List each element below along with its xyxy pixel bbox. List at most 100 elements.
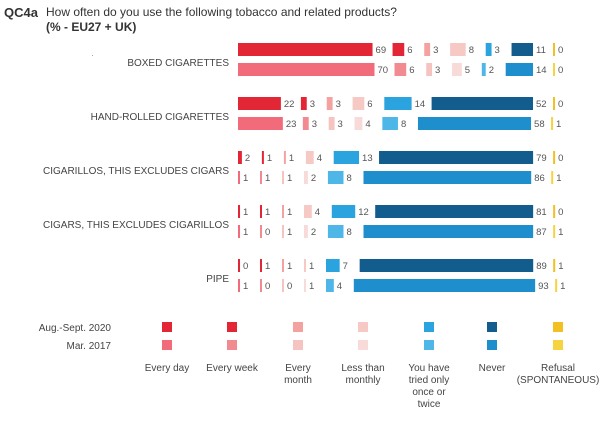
value-label: 8 xyxy=(469,45,474,56)
value-label: 3 xyxy=(495,45,500,56)
legend-label-less-than-monthly: Less than monthly xyxy=(341,363,384,386)
value-label: 0 xyxy=(558,99,563,110)
bar-aug-sept-2020-hand-rolled-cigarettes-every-week xyxy=(300,97,307,110)
bar-mar-2017-cigars-this-excludes-cigarillos-never xyxy=(363,225,534,238)
value-label: 4 xyxy=(317,153,322,164)
bar-mar-2017-boxed-cigarettes-never xyxy=(505,63,533,76)
bar-aug-sept-2020-boxed-cigarettes-every-week xyxy=(392,43,405,56)
bar-aug-sept-2020-boxed-cigarettes-every-day xyxy=(238,43,373,56)
value-label: 1 xyxy=(309,261,314,272)
value-label: 2 xyxy=(489,65,494,76)
legend-swatch-aug-sept-2020-every-week xyxy=(227,322,237,332)
value-label: 2 xyxy=(311,173,316,184)
bar-mar-2017-boxed-cigarettes-every-day xyxy=(238,63,375,76)
value-label: 22 xyxy=(284,99,295,110)
legend-swatch-aug-sept-2020-you-have-tried-only-once-or-twice xyxy=(424,322,434,332)
bar-aug-sept-2020-boxed-cigarettes-less-than-monthly xyxy=(450,43,466,56)
value-label: 1 xyxy=(243,173,248,184)
legend-swatch-aug-sept-2020-less-than-monthly xyxy=(358,322,368,332)
value-label: 2 xyxy=(245,153,250,164)
bar-mar-2017-pipe-never xyxy=(353,279,536,292)
value-label: 3 xyxy=(312,119,317,130)
bar-mar-2017-cigarillos-this-excludes-cigars-every-week xyxy=(260,171,262,184)
value-label: 0 xyxy=(558,153,563,164)
value-label: 52 xyxy=(536,99,547,110)
bar-aug-sept-2020-cigarillos-this-excludes-cigars-less-than-monthly xyxy=(305,151,314,164)
bar-mar-2017-cigarillos-this-excludes-cigars-never xyxy=(363,171,532,184)
value-label: 1 xyxy=(287,227,292,238)
value-label: 0 xyxy=(287,281,292,292)
bar-aug-sept-2020-hand-rolled-cigarettes-you-have-tried-only-once-or-twice xyxy=(384,97,412,110)
value-label: 1 xyxy=(556,119,561,130)
bar-mar-2017-hand-rolled-cigarettes-every-week xyxy=(302,117,309,130)
value-label: 1 xyxy=(243,207,248,218)
value-label: 8 xyxy=(347,173,352,184)
bar-aug-sept-2020-boxed-cigarettes-refusal-spontaneous xyxy=(553,43,555,56)
legend-label-refusal-spontaneous: Refusal (SPONTANEOUS) xyxy=(517,363,600,386)
bar-aug-sept-2020-pipe-less-than-monthly xyxy=(304,259,306,272)
bar-mar-2017-hand-rolled-cigarettes-every-month xyxy=(328,117,335,130)
bar-aug-sept-2020-cigarillos-this-excludes-cigars-every-week xyxy=(261,151,264,164)
bar-aug-sept-2020-pipe-every-month xyxy=(282,259,284,272)
bar-mar-2017-cigars-this-excludes-cigarillos-less-than-monthly xyxy=(304,225,308,238)
value-label: 3 xyxy=(336,99,341,110)
legend-swatch-mar-2017-every-month xyxy=(293,340,303,350)
bar-aug-sept-2020-cigarillos-this-excludes-cigars-every-day xyxy=(238,151,242,164)
bar-mar-2017-boxed-cigarettes-refusal-spontaneous xyxy=(553,63,555,76)
bar-mar-2017-hand-rolled-cigarettes-never xyxy=(417,117,532,130)
bar-aug-sept-2020-boxed-cigarettes-never xyxy=(511,43,533,56)
bar-mar-2017-pipe-every-month xyxy=(282,279,284,292)
legend-swatch-mar-2017-every-week xyxy=(227,340,237,350)
value-label: 3 xyxy=(433,45,438,56)
legend-label-never: Never xyxy=(479,363,506,374)
value-label: 81 xyxy=(536,207,547,218)
bar-mar-2017-boxed-cigarettes-every-week xyxy=(394,63,407,76)
bar-aug-sept-2020-pipe-refusal-spontaneous xyxy=(553,259,556,272)
bar-aug-sept-2020-cigarillos-this-excludes-cigars-you-have-tried-only-once-or-twice xyxy=(333,151,360,164)
bar-mar-2017-hand-rolled-cigarettes-every-day xyxy=(238,117,283,130)
legend-series-mar-2017: Mar. 2017 xyxy=(67,341,112,352)
value-label: 0 xyxy=(265,281,270,292)
bar-mar-2017-pipe-every-week xyxy=(260,279,262,292)
value-label: 70 xyxy=(378,65,389,76)
value-label: 4 xyxy=(365,119,370,130)
value-label: 6 xyxy=(367,99,372,110)
value-label: 3 xyxy=(435,65,440,76)
legend-label-every-week: Every week xyxy=(206,363,259,374)
bar-mar-2017-hand-rolled-cigarettes-refusal-spontaneous xyxy=(551,117,554,130)
category-label-hand-rolled-cigarettes: HAND-ROLLED CIGARETTES xyxy=(91,112,230,123)
value-label: 69 xyxy=(376,45,387,56)
bar-mar-2017-cigarillos-this-excludes-cigars-less-than-monthly xyxy=(304,171,308,184)
legend-label-every-day: Every day xyxy=(145,363,189,374)
value-label: 14 xyxy=(415,99,426,110)
bar-aug-sept-2020-pipe-every-day xyxy=(238,259,240,272)
bar-aug-sept-2020-hand-rolled-cigarettes-every-day xyxy=(238,97,281,110)
value-label: 0 xyxy=(265,227,270,238)
bar-mar-2017-cigars-this-excludes-cigarillos-every-week xyxy=(260,225,262,238)
value-label: 6 xyxy=(407,45,412,56)
bar-aug-sept-2020-boxed-cigarettes-every-month xyxy=(424,43,431,56)
bar-mar-2017-pipe-less-than-monthly xyxy=(304,279,306,292)
value-label: 14 xyxy=(536,65,547,76)
bar-mar-2017-cigars-this-excludes-cigarillos-every-month xyxy=(282,225,284,238)
value-label: 3 xyxy=(310,99,315,110)
bar-mar-2017-cigars-this-excludes-cigarillos-refusal-spontaneous xyxy=(553,225,556,238)
value-label: 0 xyxy=(558,65,563,76)
bar-aug-sept-2020-cigars-this-excludes-cigarillos-never xyxy=(375,205,534,218)
value-label: 1 xyxy=(558,261,563,272)
bar-aug-sept-2020-hand-rolled-cigarettes-less-than-monthly xyxy=(352,97,365,110)
bar-aug-sept-2020-boxed-cigarettes-you-have-tried-only-once-or-twice xyxy=(485,43,492,56)
bar-mar-2017-pipe-you-have-tried-only-once-or-twice xyxy=(326,279,334,292)
value-label: 1 xyxy=(289,153,294,164)
legend-swatch-aug-sept-2020-every-day xyxy=(162,322,172,332)
value-label: 11 xyxy=(536,45,546,56)
value-label: 12 xyxy=(358,207,369,218)
value-label: 8 xyxy=(401,119,406,130)
value-label: 87 xyxy=(536,227,547,238)
value-label: 0 xyxy=(558,207,563,218)
bar-mar-2017-cigars-this-excludes-cigarillos-every-day xyxy=(238,225,240,238)
value-label: 1 xyxy=(243,281,248,292)
value-label: 13 xyxy=(362,153,373,164)
bar-mar-2017-cigarillos-this-excludes-cigars-every-day xyxy=(238,171,240,184)
